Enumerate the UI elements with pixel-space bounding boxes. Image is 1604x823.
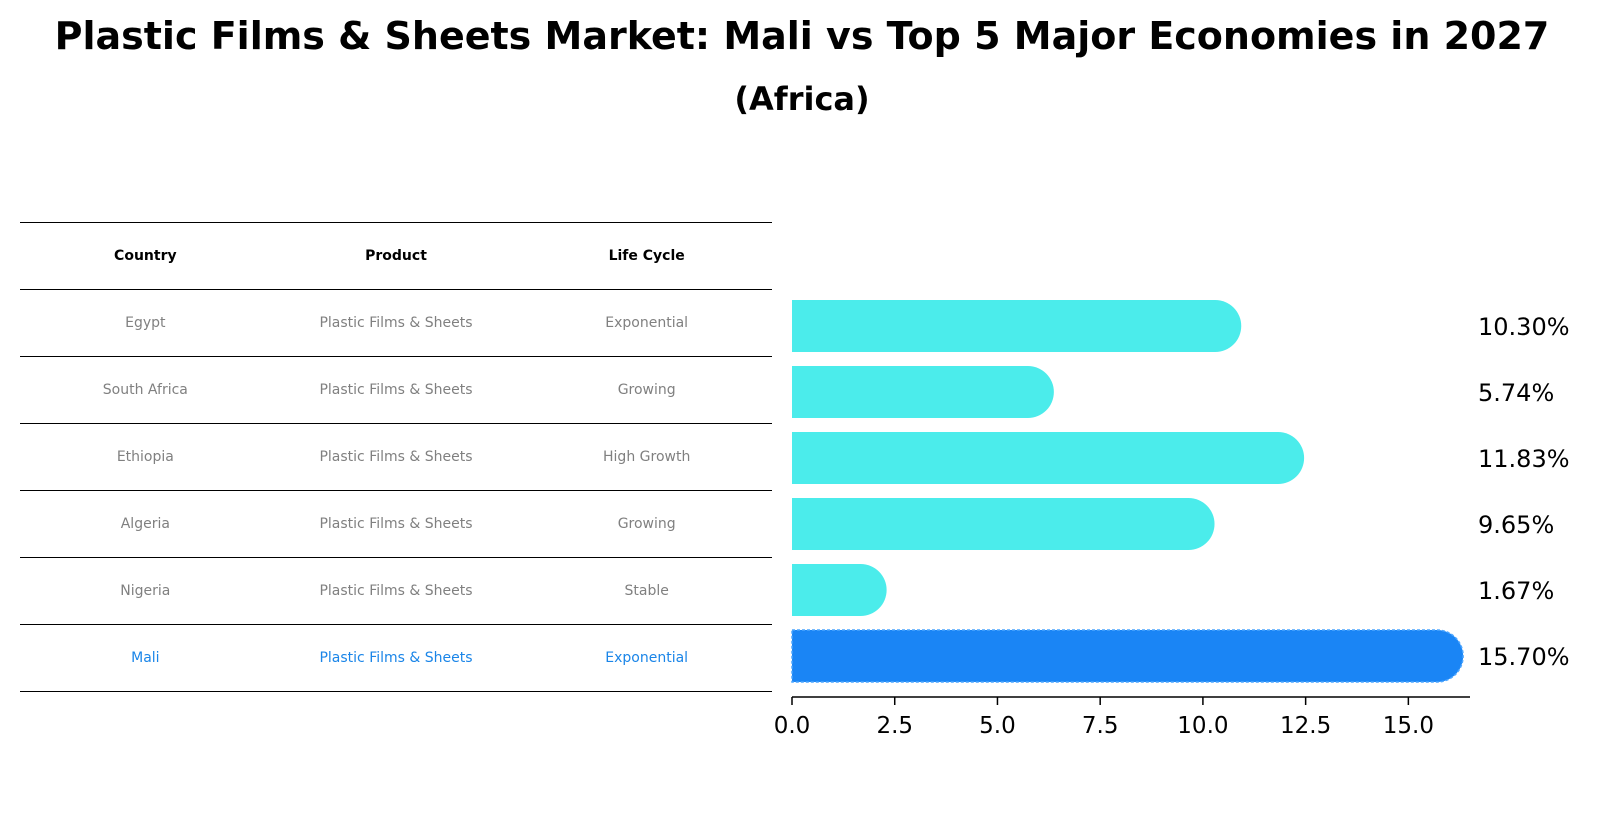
cell-life-cycle: Exponential [605,650,689,666]
cell-country: South Africa [102,382,188,398]
bar-algeria [792,498,1215,550]
x-tick-label: 12.5 [1280,713,1331,739]
table-row: Egypt Plastic Films & Sheets Exponential [20,290,772,357]
value-label: 10.30% [1478,313,1570,341]
x-tick-label: 10.0 [1177,713,1228,739]
header-product: Product [365,248,427,264]
cell-country: Ethiopia [116,449,174,465]
table-row: South Africa Plastic Films & Sheets Grow… [20,357,772,424]
table-row: Algeria Plastic Films & Sheets Growing [20,491,772,558]
table-row-highlight: Mali Plastic Films & Sheets Exponential [20,625,772,692]
cell-product: Plastic Films & Sheets [319,516,473,532]
bar-egypt [792,300,1242,352]
bar-mali [791,629,1464,683]
x-tick-label: 15.0 [1383,713,1434,739]
bar-nigeria [792,564,887,616]
cell-product: Plastic Films & Sheets [319,583,473,599]
value-label: 5.74% [1478,379,1554,407]
cell-product: Plastic Films & Sheets [319,382,473,398]
table-row: Nigeria Plastic Films & Sheets Stable [20,558,772,625]
chart-title: Plastic Films & Sheets Market: Mali vs T… [54,14,1550,58]
cell-life-cycle: Exponential [605,315,689,331]
cell-country: Mali [131,650,160,666]
cell-life-cycle: Stable [624,583,669,599]
x-tick-label: 5.0 [979,713,1016,739]
bar-south-africa [792,366,1054,418]
table-row: Ethiopia Plastic Films & Sheets High Gro… [20,424,772,491]
value-label: 1.67% [1478,577,1554,605]
x-tick-label: 0.0 [774,713,811,739]
x-tick-label: 2.5 [876,713,913,739]
cell-product: Plastic Films & Sheets [319,449,473,465]
bar-ethiopia [792,432,1305,484]
cell-country: Egypt [125,315,166,331]
value-label: 9.65% [1478,511,1554,539]
cell-product: Plastic Films & Sheets [319,315,473,331]
value-label: 11.83% [1478,445,1570,473]
data-table: Country Product Life Cycle Egypt Plastic… [20,222,772,692]
table-header-row: Country Product Life Cycle [20,222,772,290]
cell-country: Algeria [120,516,170,532]
cell-life-cycle: High Growth [603,449,691,465]
cell-product: Plastic Films & Sheets [319,650,473,666]
cell-life-cycle: Growing [617,516,676,532]
x-tick-label: 7.5 [1082,713,1119,739]
header-country: Country [114,248,177,264]
cell-life-cycle: Growing [617,382,676,398]
chart-subtitle: (Africa) [734,80,870,118]
cell-country: Nigeria [120,583,171,599]
header-life-cycle: Life Cycle [608,248,685,264]
value-label: 15.70% [1478,643,1570,671]
